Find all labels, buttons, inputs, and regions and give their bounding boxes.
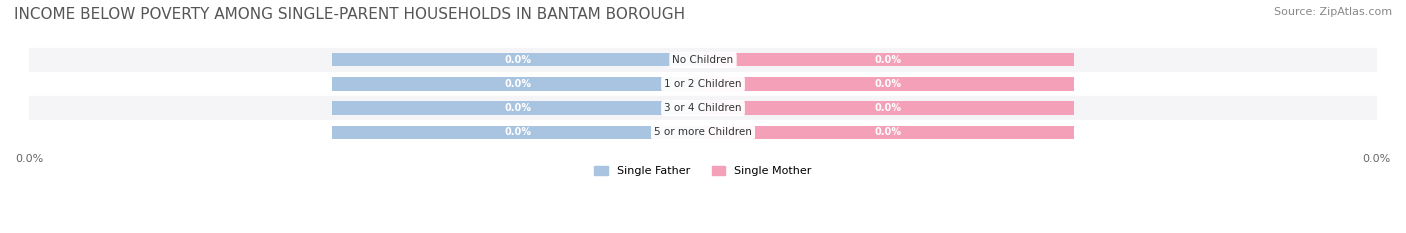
Text: 0.0%: 0.0% [875,127,901,137]
Text: 0.0%: 0.0% [505,103,531,113]
Bar [332,101,703,115]
Text: No Children: No Children [672,55,734,65]
Bar [332,53,703,66]
Text: 0.0%: 0.0% [875,55,901,65]
Bar [30,96,1376,120]
Text: 0.0%: 0.0% [505,79,531,89]
Bar [332,126,703,139]
Text: 5 or more Children: 5 or more Children [654,127,752,137]
Bar [703,53,1074,66]
Text: 0.0%: 0.0% [505,55,531,65]
Text: 3 or 4 Children: 3 or 4 Children [664,103,742,113]
Text: Source: ZipAtlas.com: Source: ZipAtlas.com [1274,7,1392,17]
Bar [30,72,1376,96]
Text: INCOME BELOW POVERTY AMONG SINGLE-PARENT HOUSEHOLDS IN BANTAM BOROUGH: INCOME BELOW POVERTY AMONG SINGLE-PARENT… [14,7,685,22]
Bar [30,48,1376,72]
Text: 0.0%: 0.0% [875,79,901,89]
Bar [703,77,1074,91]
Bar [703,126,1074,139]
Text: 1 or 2 Children: 1 or 2 Children [664,79,742,89]
Bar [703,101,1074,115]
Legend: Single Father, Single Mother: Single Father, Single Mother [591,162,815,181]
Text: 0.0%: 0.0% [505,127,531,137]
Bar [30,120,1376,144]
Bar [332,77,703,91]
Text: 0.0%: 0.0% [875,103,901,113]
